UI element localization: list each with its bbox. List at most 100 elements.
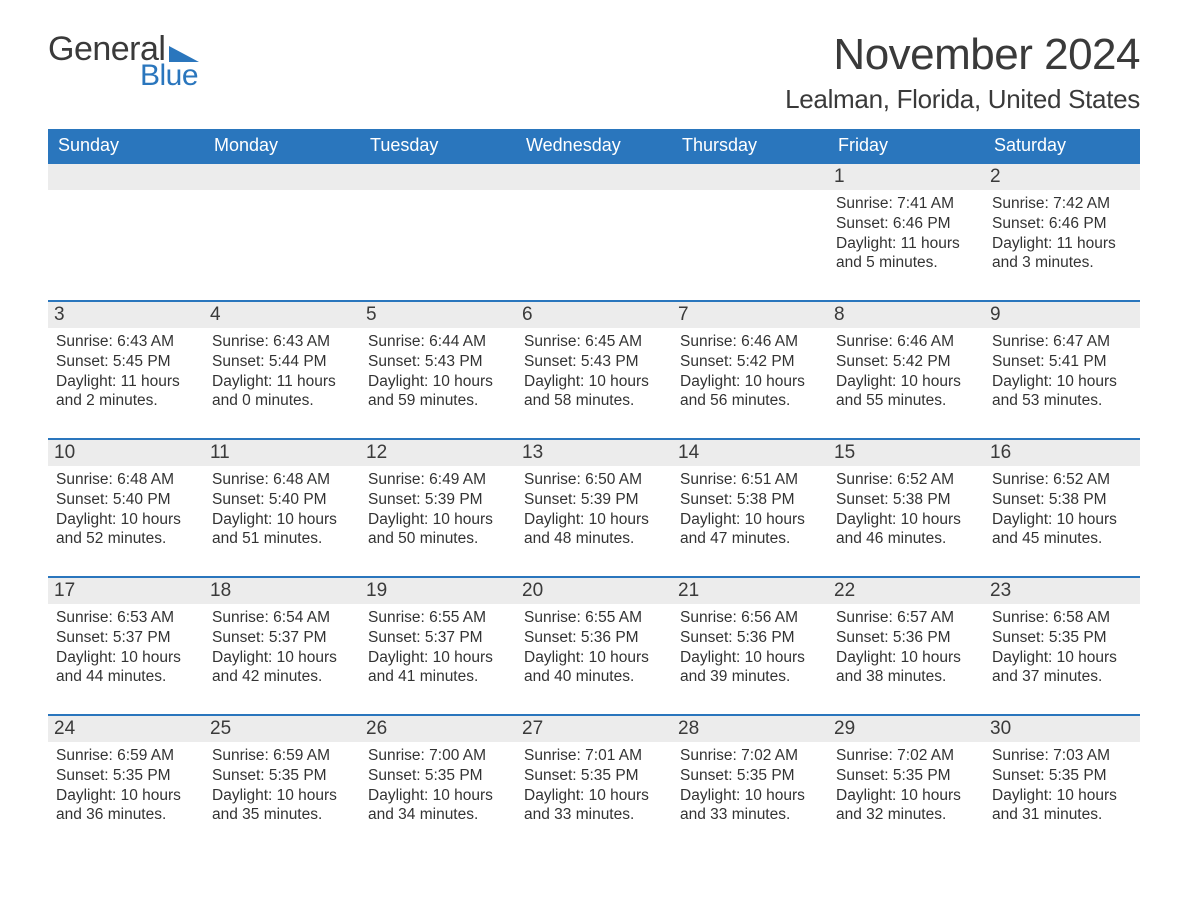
day-details: Sunrise: 7:02 AMSunset: 5:35 PMDaylight:… — [680, 746, 820, 825]
daylight-line: Daylight: 10 hours and 38 minutes. — [836, 648, 976, 688]
sunset-line: Sunset: 5:35 PM — [836, 766, 976, 786]
daylight-line: Daylight: 11 hours and 5 minutes. — [836, 234, 976, 274]
calendar-day — [672, 164, 828, 284]
page-title-month: November 2024 — [785, 30, 1140, 80]
daylight-line: Daylight: 10 hours and 52 minutes. — [56, 510, 196, 550]
day-number: 4 — [204, 302, 360, 328]
calendar-day: 9Sunrise: 6:47 AMSunset: 5:41 PMDaylight… — [984, 302, 1140, 422]
daylight-line: Daylight: 10 hours and 48 minutes. — [524, 510, 664, 550]
day-details: Sunrise: 6:47 AMSunset: 5:41 PMDaylight:… — [992, 332, 1132, 411]
day-details: Sunrise: 6:50 AMSunset: 5:39 PMDaylight:… — [524, 470, 664, 549]
sunset-line: Sunset: 5:38 PM — [836, 490, 976, 510]
sunset-line: Sunset: 6:46 PM — [836, 214, 976, 234]
dayhead-thu: Thursday — [672, 129, 828, 162]
dayhead-wed: Wednesday — [516, 129, 672, 162]
sunrise-line: Sunrise: 6:48 AM — [212, 470, 352, 490]
sunset-line: Sunset: 5:36 PM — [524, 628, 664, 648]
calendar-day: 13Sunrise: 6:50 AMSunset: 5:39 PMDayligh… — [516, 440, 672, 560]
sunrise-line: Sunrise: 6:48 AM — [56, 470, 196, 490]
day-number — [48, 164, 204, 190]
calendar-day: 27Sunrise: 7:01 AMSunset: 5:35 PMDayligh… — [516, 716, 672, 836]
sunrise-line: Sunrise: 7:41 AM — [836, 194, 976, 214]
daylight-line: Daylight: 10 hours and 47 minutes. — [680, 510, 820, 550]
calendar-day: 26Sunrise: 7:00 AMSunset: 5:35 PMDayligh… — [360, 716, 516, 836]
sunrise-line: Sunrise: 6:58 AM — [992, 608, 1132, 628]
sunrise-line: Sunrise: 6:56 AM — [680, 608, 820, 628]
day-number: 26 — [360, 716, 516, 742]
calendar-day: 17Sunrise: 6:53 AMSunset: 5:37 PMDayligh… — [48, 578, 204, 698]
sunset-line: Sunset: 6:46 PM — [992, 214, 1132, 234]
calendar-body: 1Sunrise: 7:41 AMSunset: 6:46 PMDaylight… — [48, 162, 1140, 836]
sunrise-line: Sunrise: 6:53 AM — [56, 608, 196, 628]
daylight-line: Daylight: 10 hours and 50 minutes. — [368, 510, 508, 550]
sunset-line: Sunset: 5:37 PM — [212, 628, 352, 648]
day-number: 21 — [672, 578, 828, 604]
sunrise-line: Sunrise: 6:52 AM — [992, 470, 1132, 490]
day-details: Sunrise: 6:52 AMSunset: 5:38 PMDaylight:… — [836, 470, 976, 549]
sunset-line: Sunset: 5:35 PM — [368, 766, 508, 786]
calendar-week: 17Sunrise: 6:53 AMSunset: 5:37 PMDayligh… — [48, 576, 1140, 698]
calendar-day: 22Sunrise: 6:57 AMSunset: 5:36 PMDayligh… — [828, 578, 984, 698]
calendar-day: 10Sunrise: 6:48 AMSunset: 5:40 PMDayligh… — [48, 440, 204, 560]
calendar-week: 10Sunrise: 6:48 AMSunset: 5:40 PMDayligh… — [48, 438, 1140, 560]
daylight-line: Daylight: 10 hours and 56 minutes. — [680, 372, 820, 412]
sunrise-line: Sunrise: 7:02 AM — [680, 746, 820, 766]
day-details: Sunrise: 6:46 AMSunset: 5:42 PMDaylight:… — [836, 332, 976, 411]
daylight-line: Daylight: 11 hours and 2 minutes. — [56, 372, 196, 412]
day-number: 18 — [204, 578, 360, 604]
day-details: Sunrise: 7:42 AMSunset: 6:46 PMDaylight:… — [992, 194, 1132, 273]
logo-triangle-icon — [169, 42, 199, 62]
sunrise-line: Sunrise: 6:52 AM — [836, 470, 976, 490]
daylight-line: Daylight: 10 hours and 41 minutes. — [368, 648, 508, 688]
calendar-day: 5Sunrise: 6:44 AMSunset: 5:43 PMDaylight… — [360, 302, 516, 422]
daylight-line: Daylight: 10 hours and 35 minutes. — [212, 786, 352, 826]
calendar-day: 7Sunrise: 6:46 AMSunset: 5:42 PMDaylight… — [672, 302, 828, 422]
sunset-line: Sunset: 5:45 PM — [56, 352, 196, 372]
sunset-line: Sunset: 5:36 PM — [680, 628, 820, 648]
day-number: 1 — [828, 164, 984, 190]
brand-logo: General Blue — [48, 30, 199, 93]
day-details: Sunrise: 6:49 AMSunset: 5:39 PMDaylight:… — [368, 470, 508, 549]
calendar-day: 6Sunrise: 6:45 AMSunset: 5:43 PMDaylight… — [516, 302, 672, 422]
day-number: 20 — [516, 578, 672, 604]
daylight-line: Daylight: 10 hours and 44 minutes. — [56, 648, 196, 688]
calendar-day: 23 Sunrise: 6:58 AMSunset: 5:35 PMDayligh… — [984, 578, 1140, 698]
daylight-line: Daylight: 10 hours and 39 minutes. — [680, 648, 820, 688]
day-number: 12 — [360, 440, 516, 466]
sunrise-line: Sunrise: 6:43 AM — [56, 332, 196, 352]
day-number: 6 — [516, 302, 672, 328]
calendar-day: 2 Sunrise: 7:42 AMSunset: 6:46 PMDaylight… — [984, 164, 1140, 284]
sunset-line: Sunset: 5:38 PM — [992, 490, 1132, 510]
sunset-line: Sunset: 5:41 PM — [992, 352, 1132, 372]
calendar-day — [48, 164, 204, 284]
day-number: 23 — [984, 578, 1140, 604]
day-number: 11 — [204, 440, 360, 466]
calendar-day: 25Sunrise: 6:59 AMSunset: 5:35 PMDayligh… — [204, 716, 360, 836]
calendar-day: 15 Sunrise: 6:52 AMSunset: 5:38 PMDayligh… — [828, 440, 984, 560]
day-number: 25 — [204, 716, 360, 742]
day-details: Sunrise: 6:51 AMSunset: 5:38 PMDaylight:… — [680, 470, 820, 549]
header: General Blue November 2024 Lealman, Flor… — [48, 30, 1140, 115]
dayhead-sun: Sunday — [48, 129, 204, 162]
sunrise-line: Sunrise: 6:55 AM — [524, 608, 664, 628]
calendar-week: 1Sunrise: 7:41 AMSunset: 6:46 PMDaylight… — [48, 162, 1140, 284]
calendar-day: 18Sunrise: 6:54 AMSunset: 5:37 PMDayligh… — [204, 578, 360, 698]
day-details: Sunrise: 6:43 AMSunset: 5:44 PMDaylight:… — [212, 332, 352, 411]
dayhead-sat: Saturday — [984, 129, 1140, 162]
day-number: 3 — [48, 302, 204, 328]
day-details: Sunrise: 6:58 AMSunset: 5:35 PMDaylight:… — [992, 608, 1132, 687]
daylight-line: Daylight: 10 hours and 42 minutes. — [212, 648, 352, 688]
day-details: Sunrise: 6:44 AMSunset: 5:43 PMDaylight:… — [368, 332, 508, 411]
daylight-line: Daylight: 10 hours and 33 minutes. — [524, 786, 664, 826]
day-details: Sunrise: 6:43 AMSunset: 5:45 PMDaylight:… — [56, 332, 196, 411]
calendar-header-row: Sunday Monday Tuesday Wednesday Thursday… — [48, 129, 1140, 162]
day-number: 15 — [828, 440, 984, 466]
daylight-line: Daylight: 10 hours and 46 minutes. — [836, 510, 976, 550]
sunrise-line: Sunrise: 7:02 AM — [836, 746, 976, 766]
day-number: 7 — [672, 302, 828, 328]
day-number: 2 — [984, 164, 1140, 190]
daylight-line: Daylight: 10 hours and 40 minutes. — [524, 648, 664, 688]
day-number: 17 — [48, 578, 204, 604]
sunset-line: Sunset: 5:37 PM — [368, 628, 508, 648]
daylight-line: Daylight: 10 hours and 51 minutes. — [212, 510, 352, 550]
